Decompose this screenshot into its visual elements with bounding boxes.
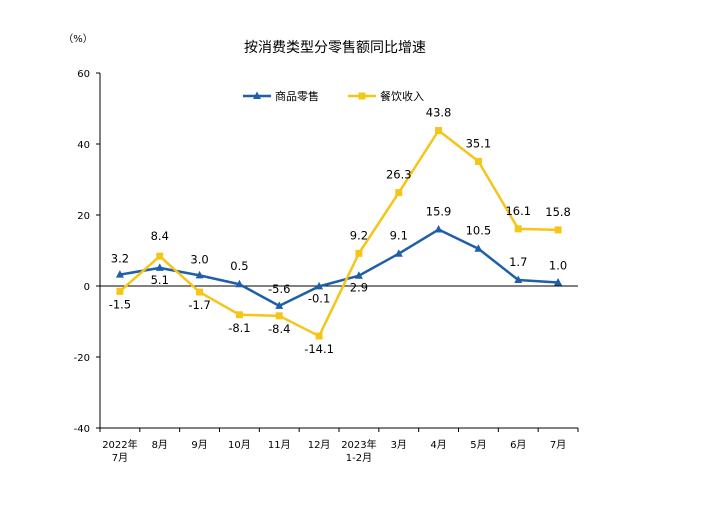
x-tick-label-line: 8月	[152, 439, 168, 451]
series-2-data-label: 8.4	[151, 229, 169, 243]
x-tick-label: 4月	[430, 439, 446, 451]
legend-label-1: 商品零售	[275, 89, 319, 103]
series-2-point	[275, 312, 283, 320]
series-1-point	[434, 225, 443, 233]
series-1-point	[235, 279, 244, 288]
series-2-point	[315, 332, 323, 340]
series-1-point	[115, 270, 124, 278]
x-tick-label: 5月	[470, 439, 486, 451]
y-unit-label: （%）	[63, 33, 93, 45]
series-line-1	[119, 228, 559, 308]
series-2-point	[235, 311, 243, 319]
series-1-data-label: 1.0	[549, 258, 567, 272]
x-tick-label-line: 10月	[228, 439, 251, 451]
x-tick-label-line: 7月	[112, 452, 128, 464]
series-2-data-label: -1.5	[109, 297, 131, 311]
y-tick-label: -20	[74, 353, 90, 364]
x-tick-label: 3月	[391, 439, 407, 451]
series-1-point	[514, 275, 523, 283]
x-tick-label-line: 4月	[430, 439, 446, 451]
chart-title: 按消费类型分零售额同比增速	[244, 40, 426, 56]
series-2-data-label: 16.1	[505, 204, 531, 218]
x-tick-label-line: 7月	[550, 439, 566, 451]
series-2-data-label: -1.7	[188, 298, 210, 312]
y-tick-label: 0	[84, 282, 90, 293]
x-tick-label-line: 9月	[191, 439, 207, 451]
series-2-data-label: -14.1	[304, 342, 334, 356]
x-tick-label: 9月	[191, 439, 207, 451]
series-1-data-label: 0.5	[230, 259, 248, 273]
series-1-point	[275, 301, 284, 309]
series-1-point	[394, 249, 403, 257]
x-tick-label: 11月	[268, 439, 291, 451]
series-2-point	[514, 225, 522, 233]
x-tick-label-line: 2023年	[341, 438, 376, 451]
x-tick-label-line: 3月	[391, 439, 407, 451]
x-tick-label: 6月	[510, 439, 526, 451]
series-2-data-label: -8.4	[268, 322, 290, 336]
series-1-point	[474, 244, 483, 252]
x-tick-label-line: 6月	[510, 439, 526, 451]
x-tick-label: 8月	[152, 439, 168, 451]
series-line-2	[119, 129, 559, 338]
series-2-data-label: 43.8	[426, 106, 452, 120]
series-1-point	[554, 277, 563, 286]
series-2-data-label: 35.1	[466, 136, 492, 150]
series-1-data-label: 5.1	[151, 273, 169, 287]
series-2-point	[554, 226, 562, 234]
x-tick-label: 2023年 1-2月	[341, 438, 376, 464]
series-1-data-label: 1.7	[509, 255, 527, 269]
x-tick-label: 10月	[228, 439, 251, 451]
legend: 商品零售 餐饮收入	[243, 89, 424, 103]
x-tick-label-line: 1-2月	[346, 452, 372, 464]
series-1-data-label: 3.2	[111, 252, 129, 266]
series-1-data-label: -0.1	[308, 291, 330, 305]
y-tick-label: 20	[77, 211, 90, 222]
x-tick-label-line: 11月	[268, 439, 291, 451]
series-2-point	[474, 157, 482, 165]
series-1-point	[354, 271, 363, 279]
series-1-point	[155, 263, 164, 271]
series-2-point	[116, 287, 124, 295]
legend-marker-square	[358, 92, 366, 100]
series-2-data-label: 15.8	[545, 205, 571, 219]
x-tick-label: 7月	[550, 439, 566, 451]
series-2-data-label: 9.2	[350, 228, 368, 242]
y-tick-label: -40	[74, 424, 90, 435]
series-2-point	[435, 127, 443, 135]
series-1-point	[195, 270, 204, 279]
x-tick-label: 2022年 7月	[102, 438, 137, 464]
y-tick-label: 40	[77, 140, 90, 151]
y-tick-label: 60	[77, 69, 90, 80]
series-2-point	[196, 288, 204, 296]
series-1-point	[315, 281, 324, 290]
series-1-data-label: -5.6	[268, 282, 290, 296]
series-1-data-label: 10.5	[466, 224, 492, 238]
series-2-point	[395, 189, 403, 197]
x-tick-label-line: 12月	[308, 439, 331, 451]
series-1-data-label: 9.1	[390, 229, 408, 243]
x-tick-label: 12月	[308, 439, 331, 451]
series-1-data-label: 3.0	[190, 252, 208, 266]
series-1-data-label: 2.9	[350, 281, 368, 295]
series-2-point	[355, 249, 363, 257]
series-2-point	[156, 252, 164, 260]
legend-marker-triangle	[253, 91, 261, 99]
series-2-data-label: -8.1	[228, 321, 250, 335]
series-2-data-label: 26.3	[386, 168, 412, 182]
x-tick-label-line: 5月	[470, 439, 486, 451]
x-tick-label-line: 2022年	[102, 438, 137, 451]
series-1-data-label: 15.9	[426, 205, 452, 219]
legend-label-2: 餐饮收入	[380, 89, 424, 103]
